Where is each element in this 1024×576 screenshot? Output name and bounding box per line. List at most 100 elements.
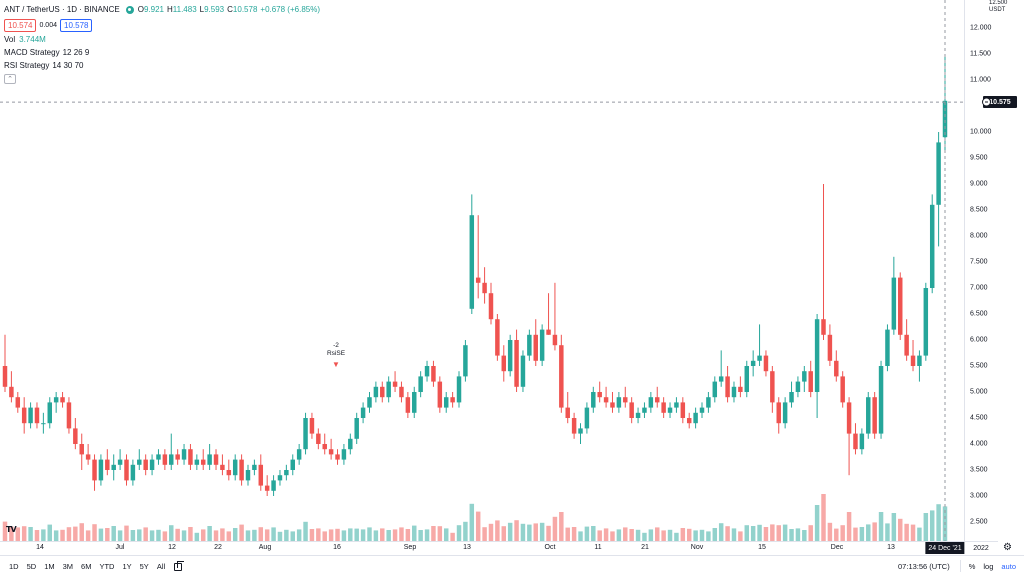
chart-pane[interactable]: ANT / TetherUS · 1D · BINANCE O9.921 H11… bbox=[0, 0, 964, 541]
candle-body bbox=[149, 459, 155, 470]
candle-body bbox=[130, 464, 136, 481]
candle-body bbox=[674, 402, 679, 408]
volume-bar bbox=[200, 529, 206, 541]
volume-bar bbox=[475, 511, 481, 541]
candle-body bbox=[424, 366, 430, 377]
range-button-1d[interactable]: 1D bbox=[9, 561, 19, 571]
volume-bar bbox=[584, 526, 590, 541]
candle-body bbox=[456, 376, 462, 403]
volume-bar bbox=[827, 522, 833, 541]
trade-row: 10.574 0.004 10.578 bbox=[4, 18, 323, 33]
sell-button[interactable]: 10.574 bbox=[4, 19, 37, 32]
volume-bar bbox=[917, 527, 922, 541]
volume-bar bbox=[220, 528, 225, 541]
volume-row[interactable]: Vol 3.744M bbox=[4, 33, 323, 46]
volume-bar bbox=[520, 523, 526, 541]
volume-bar bbox=[437, 526, 443, 541]
volume-bar bbox=[463, 521, 468, 541]
candle-body bbox=[73, 428, 78, 444]
percent-toggle[interactable]: % bbox=[968, 561, 976, 571]
range-button-6m[interactable]: 6M bbox=[81, 561, 92, 571]
volume-bar bbox=[79, 523, 84, 541]
candle-body bbox=[418, 376, 423, 392]
candle-body bbox=[539, 329, 545, 361]
candle-body bbox=[169, 454, 174, 465]
tradingview-logo-icon[interactable]: TV bbox=[6, 525, 17, 534]
study-macd[interactable]: MACD Strategy 12 26 9 bbox=[4, 46, 323, 59]
volume-bar bbox=[252, 529, 257, 541]
range-button-5y[interactable]: 5Y bbox=[139, 561, 149, 571]
gear-icon[interactable]: ⚙ bbox=[1003, 542, 1012, 553]
volume-bar bbox=[156, 529, 161, 541]
candle-body bbox=[635, 412, 641, 418]
time-tick-label: Jul bbox=[115, 544, 125, 551]
price-tick-label: 11.000 bbox=[970, 76, 991, 84]
volume-bar bbox=[213, 530, 219, 541]
time-tick-label: 21 bbox=[641, 544, 649, 551]
auto-toggle[interactable]: auto bbox=[1001, 561, 1016, 571]
volume-bar bbox=[527, 524, 532, 541]
volume-bar bbox=[904, 523, 909, 541]
candle-body bbox=[834, 360, 839, 377]
volume-bar bbox=[744, 525, 750, 541]
candle-body bbox=[443, 397, 449, 408]
range-button-5d[interactable]: 5D bbox=[26, 561, 37, 571]
candle-body bbox=[79, 444, 84, 455]
volume-bar bbox=[143, 527, 148, 541]
range-button-3m[interactable]: 3M bbox=[62, 561, 74, 571]
study-rsi[interactable]: RSI Strategy 14 30 70 bbox=[4, 59, 323, 72]
candle-body bbox=[482, 282, 487, 294]
year-label: 2022 bbox=[964, 541, 998, 554]
range-button-1m[interactable]: 1M bbox=[44, 561, 55, 571]
candle-body bbox=[431, 366, 436, 382]
candle-body bbox=[642, 407, 647, 413]
candle-body bbox=[597, 392, 602, 398]
log-toggle[interactable]: log bbox=[983, 561, 994, 571]
range-button-1y[interactable]: 1Y bbox=[122, 561, 132, 571]
candle-body bbox=[60, 397, 65, 403]
volume-bar bbox=[859, 527, 865, 541]
volume-bar bbox=[546, 525, 551, 541]
candle-body bbox=[392, 381, 398, 387]
volume-bar bbox=[814, 505, 820, 541]
volume-bar bbox=[284, 529, 289, 541]
utc-clock[interactable]: 07:13:56 (UTC) bbox=[898, 561, 950, 571]
candle-body bbox=[373, 386, 379, 398]
volume-bar bbox=[98, 528, 104, 541]
time-tick-label: Oct bbox=[544, 544, 556, 551]
range-button-ytd[interactable]: YTD bbox=[99, 561, 115, 571]
candle-body bbox=[750, 360, 756, 366]
volume-bar bbox=[686, 528, 692, 541]
candle-body bbox=[667, 407, 673, 413]
candle-body bbox=[846, 402, 852, 434]
collapse-legend-icon[interactable]: ⌃ bbox=[4, 74, 16, 84]
candle-body bbox=[661, 402, 666, 413]
volume-bar bbox=[450, 532, 455, 541]
volume-bar bbox=[507, 522, 513, 541]
volume-bar bbox=[578, 531, 583, 541]
symbol-title[interactable]: ANT / TetherUS · 1D · BINANCE bbox=[4, 5, 120, 14]
candle-body bbox=[213, 454, 219, 465]
price-line-icon[interactable] bbox=[982, 97, 991, 107]
candle-body bbox=[405, 397, 411, 413]
volume-bar bbox=[789, 529, 794, 541]
symbol-row: ANT / TetherUS · 1D · BINANCE O9.921 H11… bbox=[4, 3, 323, 16]
date-range-picker-icon[interactable] bbox=[173, 561, 185, 571]
volume-bar bbox=[2, 521, 8, 541]
candle-body bbox=[450, 397, 455, 403]
candle-body bbox=[232, 459, 238, 476]
candle-body bbox=[15, 397, 21, 408]
volume-bar bbox=[194, 532, 200, 541]
candle-body bbox=[699, 407, 705, 413]
candlestick-chart[interactable] bbox=[0, 0, 964, 541]
volume-value: 3.744M bbox=[19, 35, 46, 44]
volume-bar bbox=[757, 524, 762, 541]
range-button-all[interactable]: All bbox=[156, 561, 166, 571]
buy-button[interactable]: 10.578 bbox=[60, 19, 93, 32]
time-axis[interactable]: 14 Jul 12 22 Aug 16 Sep 13 Oct 11 21 Nov 15 Dec 13 24 D… bbox=[0, 541, 965, 554]
price-axis[interactable]: 12.500 USDT 12.000 11.500 11.000 10.000 9.500 9… bbox=[964, 0, 1024, 541]
volume-bar bbox=[418, 530, 423, 541]
candle-body bbox=[718, 376, 724, 382]
candle-body bbox=[475, 277, 481, 283]
volume-bar bbox=[795, 528, 801, 541]
